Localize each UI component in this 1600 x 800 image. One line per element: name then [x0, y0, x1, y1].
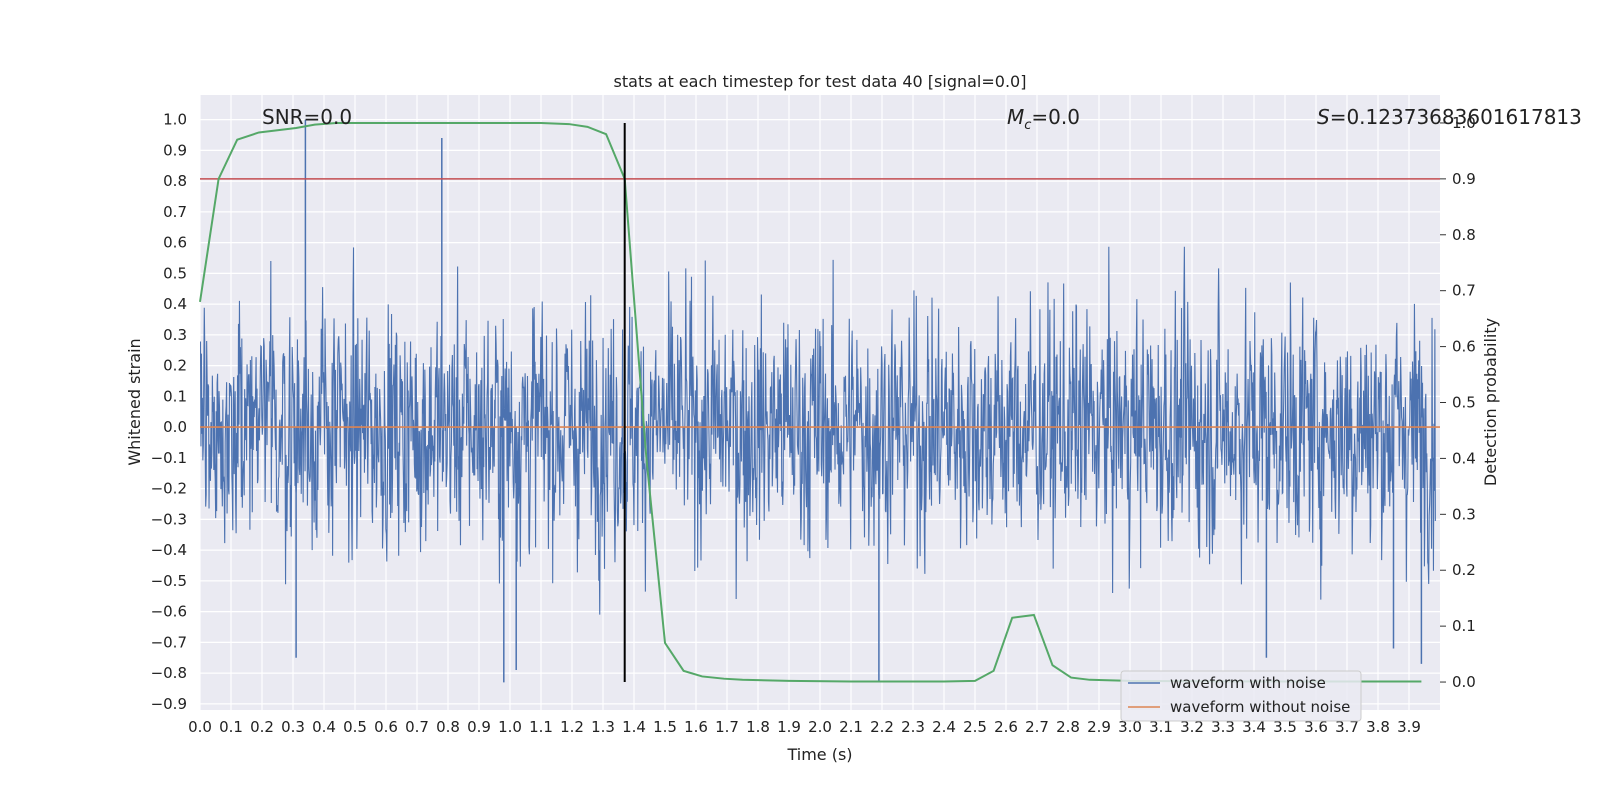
- waveform-with-noise-series: [200, 119, 1436, 683]
- left-y-tick-label: 0.1: [163, 387, 187, 405]
- left-y-tick-label: 0.6: [163, 234, 187, 252]
- right-y-tick-label: 0.2: [1452, 561, 1476, 579]
- x-tick-label: 3.4: [1242, 718, 1266, 736]
- x-tick-label: 3.0: [1118, 718, 1142, 736]
- x-tick-label: 2.1: [839, 718, 863, 736]
- score-annotation: S=0.12373683601617813: [1317, 105, 1582, 129]
- left-y-tick-label: 0.0: [163, 418, 187, 436]
- right-y-tick-label: 0.5: [1452, 394, 1476, 412]
- x-tick-label: 3.1: [1149, 718, 1173, 736]
- x-tick-label: 3.5: [1273, 718, 1297, 736]
- left-y-tick-label: 0.5: [163, 264, 187, 282]
- right-y-axis-label: Detection probability: [1481, 318, 1500, 486]
- x-tick-label: 0.1: [219, 718, 243, 736]
- x-tick-label: 2.7: [1025, 718, 1049, 736]
- snr-annotation: SNR=0.0: [262, 105, 352, 129]
- left-y-tick-label: 0.3: [163, 326, 187, 344]
- legend-label-with-noise: waveform with noise: [1170, 674, 1326, 692]
- x-tick-label: 1.2: [560, 718, 584, 736]
- x-tick-label: 2.8: [1056, 718, 1080, 736]
- waveform-with-noise-line: [200, 246, 1436, 615]
- x-tick-label: 0.8: [436, 718, 460, 736]
- score-value: =0.12373683601617813: [1330, 105, 1582, 129]
- x-tick-label: 0.4: [312, 718, 336, 736]
- detection-probability-line: [199, 121, 1422, 683]
- x-tick-label: 3.6: [1304, 718, 1328, 736]
- x-tick-label: 3.8: [1366, 718, 1390, 736]
- x-tick-label: 1.0: [498, 718, 522, 736]
- right-y-tick-label: 0.6: [1452, 338, 1476, 356]
- right-y-tick-label: 0.0: [1452, 673, 1476, 691]
- x-tick-label: 1.7: [715, 718, 739, 736]
- left-y-axis-ticks: 1.0 0.9 0.8 0.7 0.6 0.5 0.4 0.3 0.2 0.1 0.0 −0.1 −0.…: [151, 111, 187, 713]
- x-tick-label: 0.0: [188, 718, 212, 736]
- left-y-tick-label: −0.4: [151, 541, 187, 559]
- x-tick-label: 1.5: [653, 718, 677, 736]
- x-tick-label: 0.9: [467, 718, 491, 736]
- x-tick-label: 3.3: [1211, 718, 1235, 736]
- chirp-mass-symbol: M: [1007, 105, 1024, 129]
- left-y-tick-label: −0.5: [151, 572, 187, 590]
- x-tick-label: 0.5: [343, 718, 367, 736]
- x-tick-label: 2.9: [1087, 718, 1111, 736]
- right-y-tick-label: 0.3: [1452, 505, 1476, 523]
- chart-title: stats at each timestep for test data 40 …: [614, 72, 1027, 91]
- left-y-tick-label: 0.7: [163, 203, 187, 221]
- left-y-tick-label: −0.2: [151, 480, 187, 498]
- left-y-tick-label: 0.9: [163, 141, 187, 159]
- left-y-axis-label: Whitened strain: [125, 338, 144, 465]
- x-tick-label: 1.1: [529, 718, 553, 736]
- legend-box: [1120, 670, 1362, 722]
- left-y-tick-label: 0.2: [163, 357, 187, 375]
- x-tick-label: 2.3: [901, 718, 925, 736]
- x-tick-label: 2.5: [963, 718, 987, 736]
- x-axis-ticks: 0.0 0.1 0.2 0.3 0.4 0.5 0.6 0.7 0.8 0.9 1.0 1.1 1.2 1…: [188, 718, 1421, 736]
- right-y-tick-label: 0.8: [1452, 226, 1476, 244]
- x-tick-label: 2.6: [994, 718, 1018, 736]
- x-tick-label: 1.3: [591, 718, 615, 736]
- left-y-tick-label: −0.7: [151, 633, 187, 651]
- x-tick-label: 3.2: [1180, 718, 1204, 736]
- x-tick-label: 3.7: [1335, 718, 1359, 736]
- right-y-tick-label: 0.9: [1452, 170, 1476, 188]
- left-y-tick-label: 1.0: [163, 111, 187, 129]
- x-tick-label: 0.7: [405, 718, 429, 736]
- right-y-tick-label: 0.7: [1452, 282, 1476, 300]
- x-tick-label: 1.4: [622, 718, 646, 736]
- chirp-mass-annotation: Mc=0.0: [1007, 105, 1080, 133]
- left-y-tick-label: −0.8: [151, 664, 187, 682]
- left-y-tick-label: −0.3: [151, 510, 187, 528]
- x-tick-label: 1.8: [746, 718, 770, 736]
- right-y-axis-ticks: 1.0 0.9 0.8 0.7 0.6 0.5 0.4 0.3 0.2 0.1 0.0: [1440, 114, 1476, 691]
- x-tick-label: 0.2: [250, 718, 274, 736]
- score-symbol: S: [1317, 105, 1330, 129]
- x-tick-label: 0.6: [374, 718, 398, 736]
- x-tick-label: 1.9: [777, 718, 801, 736]
- overlay-lines: [199, 121, 1440, 683]
- left-y-tick-label: 0.4: [163, 295, 187, 313]
- chirp-mass-subscript: c: [1024, 118, 1031, 133]
- legend-label-without-noise: waveform without noise: [1170, 698, 1350, 716]
- right-y-tick-label: 1.0: [1452, 114, 1476, 132]
- right-y-tick-label: 0.4: [1452, 449, 1476, 467]
- right-y-tick-label: 0.1: [1452, 617, 1476, 635]
- x-tick-label: 3.9: [1397, 718, 1421, 736]
- chirp-mass-value: =0.0: [1031, 105, 1080, 129]
- left-y-tick-label: −0.9: [151, 695, 187, 713]
- left-y-tick-label: 0.8: [163, 172, 187, 190]
- x-tick-label: 1.6: [684, 718, 708, 736]
- x-tick-label: 2.2: [870, 718, 894, 736]
- x-tick-label: 2.4: [932, 718, 956, 736]
- x-axis-label: Time (s): [786, 745, 852, 764]
- x-tick-label: 0.3: [281, 718, 305, 736]
- x-tick-label: 2.0: [808, 718, 832, 736]
- left-y-tick-label: −0.6: [151, 603, 187, 621]
- legend: waveform with noise waveform without noi…: [1120, 670, 1362, 722]
- left-y-tick-label: −0.1: [151, 449, 187, 467]
